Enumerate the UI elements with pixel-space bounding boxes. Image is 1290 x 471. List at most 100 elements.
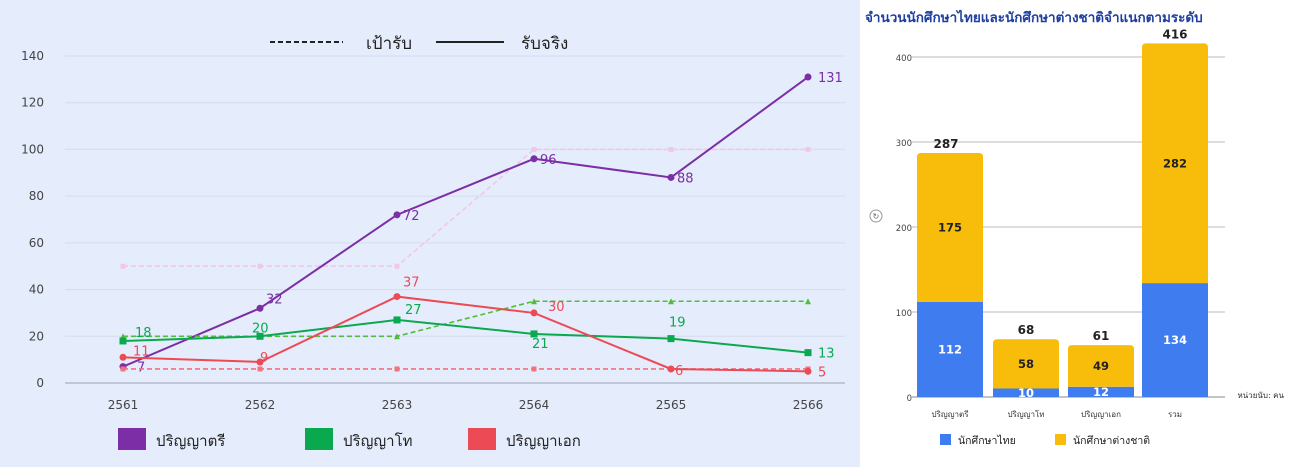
bar-value-label-thai: 10 (1018, 386, 1034, 400)
bar-value-label-foreign: 175 (938, 220, 962, 234)
y-tick-label: 40 (29, 283, 44, 297)
data-label: 27 (405, 303, 422, 318)
x-tick-label: 2565 (656, 398, 687, 412)
bar-total-label: 61 (1093, 329, 1110, 343)
actual-marker (804, 349, 812, 357)
target-marker (531, 146, 537, 152)
target-marker (394, 263, 400, 269)
x-tick-label: 2563 (382, 398, 413, 412)
legend-swatch (940, 434, 951, 445)
data-label: 19 (669, 316, 686, 331)
target-marker (120, 366, 126, 372)
legend-actual-label: รับจริง (521, 34, 568, 54)
y-tick-label: 300 (896, 139, 912, 149)
bar-total-label: 287 (933, 137, 958, 151)
legend-swatch (468, 428, 496, 450)
target-marker (531, 298, 537, 305)
data-label: 11 (133, 344, 150, 359)
target-marker (805, 146, 811, 152)
legend-label: นักศึกษาต่างชาติ (1073, 435, 1150, 447)
legend-swatch (118, 428, 146, 450)
actual-line (122, 295, 809, 373)
data-label: 32 (266, 292, 283, 307)
bar-chart-title: จำนวนนักศึกษาไทยและนักศึกษาต่างชาติจำแนก… (865, 10, 1203, 26)
data-label: 9 (260, 351, 268, 366)
bar-segment-thai (1068, 386, 1134, 397)
bar-segment-thai (1142, 283, 1208, 397)
legend-swatch (1055, 434, 1066, 445)
actual-marker (119, 353, 127, 361)
target-marker (531, 366, 537, 372)
y-tick-label: 80 (29, 189, 44, 203)
target-marker (394, 366, 400, 372)
actual-marker (667, 335, 675, 343)
actual-marker (393, 316, 401, 324)
data-label: 30 (548, 300, 565, 315)
refresh-icon-glyph: ↻ (873, 212, 880, 221)
actual-line (122, 318, 809, 354)
target-marker (257, 366, 263, 372)
bar-value-label-thai: 134 (1163, 333, 1187, 347)
target-marker (805, 298, 811, 305)
bar-value-label-thai: 112 (938, 342, 962, 356)
y-tick-label: 100 (896, 309, 912, 319)
bar-total-label: 416 (1162, 27, 1187, 41)
target-marker (257, 263, 263, 269)
target-marker (668, 146, 674, 152)
actual-marker (256, 332, 264, 340)
actual-marker (393, 211, 401, 219)
bar-segment-foreign (993, 339, 1059, 389)
x-tick-label: 2562 (245, 398, 276, 412)
data-label: 20 (252, 321, 269, 336)
y-tick-label: 140 (21, 49, 44, 63)
data-label: 21 (532, 337, 549, 352)
actual-marker (667, 173, 675, 181)
x-tick-label: 2561 (108, 398, 139, 412)
bar-segment-thai (917, 301, 983, 397)
bar-segment-foreign (917, 153, 983, 302)
y-tick-label: 200 (896, 224, 912, 234)
y-tick-label: 0 (36, 376, 44, 390)
bar-segment-thai (993, 388, 1059, 397)
actual-marker (667, 365, 675, 373)
legend-target-label: เป้ารับ (366, 34, 412, 54)
bar-total-label: 68 (1018, 323, 1035, 337)
actual-marker (393, 293, 401, 301)
x-tick-label: ปริญญาเอก (1081, 410, 1121, 419)
actual-marker (804, 367, 812, 375)
actual-marker (530, 155, 538, 163)
bar-value-label-foreign: 58 (1018, 357, 1034, 371)
data-label: 5 (818, 365, 826, 380)
legend-label: ปริญญาตรี (156, 432, 225, 450)
x-tick-label: 2564 (519, 398, 550, 412)
legend-label: ปริญญาโท (343, 432, 413, 450)
data-label: 7 (137, 361, 145, 376)
bar-value-label-thai: 12 (1093, 385, 1109, 399)
refresh-icon (869, 209, 883, 223)
target-marker (668, 298, 674, 305)
bar-segment-foreign (1068, 345, 1134, 387)
x-tick-label: ปริญญาตรี (932, 410, 970, 419)
y-tick-label: 60 (29, 236, 44, 250)
data-label: 13 (818, 347, 835, 362)
line-chart-panel: 0 20 40 60 80 100 120 140 2561 2562 2563 2564 2565 25… (0, 0, 860, 467)
target-marker (394, 333, 400, 340)
bar-value-label-foreign: 282 (1163, 156, 1187, 170)
actual-marker (530, 330, 538, 338)
data-label: 72 (403, 209, 420, 224)
bar-segment-foreign (1142, 43, 1208, 284)
x-tick-label: ปริญญาโท (1007, 409, 1044, 419)
bar-chart-panel: จำนวนนักศึกษาไทยและนักศึกษาต่างชาติจำแนก… (860, 0, 1290, 467)
y-tick-label: 0 (907, 394, 912, 404)
bar-chart: 0 100 200 300 400 112 175 287 ปริญญาตรี 10 58 68 ปริ… (869, 27, 1285, 447)
actual-marker (256, 358, 264, 366)
actual-line (122, 76, 809, 368)
x-tick-label: 2566 (793, 398, 824, 412)
legend-label: ปริญญาเอก (506, 432, 581, 450)
actual-marker (530, 309, 538, 317)
data-label: 96 (540, 153, 557, 168)
unit-note: หน่วยนับ: คน (1237, 391, 1284, 400)
data-label: 88 (677, 171, 694, 186)
y-tick-label: 120 (21, 96, 44, 110)
legend-swatch (305, 428, 333, 450)
